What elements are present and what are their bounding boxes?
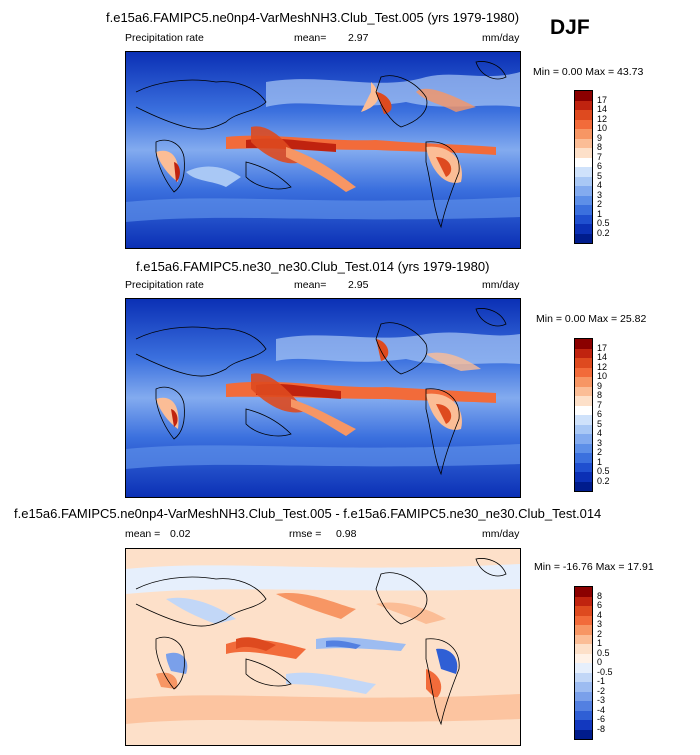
cbar2-label: 14 xyxy=(597,352,608,362)
panel3-map xyxy=(125,548,521,746)
cbar3-label: -8 xyxy=(597,724,606,734)
cbar2-label: 3 xyxy=(597,438,603,448)
panel2-units: mm/day xyxy=(482,279,520,291)
cbar3-label: -4 xyxy=(597,705,606,715)
panel3-rmse-label: rmse = xyxy=(289,528,322,540)
panel1-mean-label: mean= xyxy=(294,32,327,44)
cbar3-label: 0 xyxy=(597,657,603,667)
panel1-range: Min = 0.00 Max = 43.73 xyxy=(533,66,644,78)
cbar1-label: 5 xyxy=(597,171,603,181)
panel1-colorbar xyxy=(574,90,593,244)
panel2-mean-label: mean= xyxy=(294,279,327,291)
cbar1-label: 2 xyxy=(597,199,603,209)
cbar3-label: 4 xyxy=(597,610,603,620)
cbar1-label: 14 xyxy=(597,104,608,114)
cbar2-label: 9 xyxy=(597,381,603,391)
cbar1-label: 0.5 xyxy=(597,218,610,228)
cbar2-label: 10 xyxy=(597,371,608,381)
panel1-variable: Precipitation rate xyxy=(125,32,204,44)
cbar2-label: 5 xyxy=(597,419,603,429)
cbar2-label: 12 xyxy=(597,362,608,372)
cbar2-label: 0.2 xyxy=(597,476,610,486)
panel1-title: f.e15a6.FAMIPC5.ne0np4-VarMeshNH3.Club_T… xyxy=(106,10,520,25)
cbar1-label: 17 xyxy=(597,95,608,105)
panel2-mean-value: 2.95 xyxy=(348,279,369,291)
panel3-rmse-value: 0.98 xyxy=(336,528,357,540)
cbar1-label: 4 xyxy=(597,180,603,190)
cbar3-label: 1 xyxy=(597,638,603,648)
cbar3-label: 3 xyxy=(597,619,603,629)
cbar1-label: 6 xyxy=(597,161,603,171)
panel3-mean-value: 0.02 xyxy=(170,528,191,540)
cbar2-label: 2 xyxy=(597,447,603,457)
cbar3-label: 0.5 xyxy=(597,648,610,658)
cbar2-label: 4 xyxy=(597,428,603,438)
cbar1-label: 10 xyxy=(597,123,608,133)
cbar3-label: -2 xyxy=(597,686,606,696)
panel3-units: mm/day xyxy=(482,528,520,540)
panel1-map-plot xyxy=(126,52,520,248)
panel1-units: mm/day xyxy=(482,32,520,44)
season-label: DJF xyxy=(550,16,590,39)
cbar2-label: 0.5 xyxy=(597,466,610,476)
cbar1-label: 0.2 xyxy=(597,228,610,238)
panel3-map-plot xyxy=(126,549,520,745)
cbar3-label: -3 xyxy=(597,695,606,705)
panel2-map xyxy=(125,298,521,498)
cbar1-label: 1 xyxy=(597,209,603,219)
cbar3-label: -0.5 xyxy=(597,667,613,677)
cbar2-label: 17 xyxy=(597,343,608,353)
cbar2-label: 8 xyxy=(597,390,603,400)
panel3-range: Min = -16.76 Max = 17.91 xyxy=(534,561,654,573)
panel2-variable: Precipitation rate xyxy=(125,279,204,291)
panel1-map xyxy=(125,51,521,249)
cbar2-label: 1 xyxy=(597,457,603,467)
cbar3-label: 6 xyxy=(597,600,603,610)
cbar2-label: 6 xyxy=(597,409,603,419)
cbar1-label: 9 xyxy=(597,133,603,143)
panel2-range: Min = 0.00 Max = 25.82 xyxy=(536,313,647,325)
cbar2-label: 7 xyxy=(597,400,603,410)
cbar3-label: 8 xyxy=(597,591,603,601)
panel2-colorbar xyxy=(574,338,593,492)
cbar1-label: 7 xyxy=(597,152,603,162)
cbar3-label: -6 xyxy=(597,714,606,724)
cbar1-label: 3 xyxy=(597,190,603,200)
panel2-title: f.e15a6.FAMIPC5.ne30_ne30.Club_Test.014 … xyxy=(136,259,490,274)
panel3-mean-label: mean = xyxy=(125,528,161,540)
panel2-map-plot xyxy=(126,299,520,497)
panel1-mean-value: 2.97 xyxy=(348,32,369,44)
cbar3-label: -1 xyxy=(597,676,606,686)
panel3-title: f.e15a6.FAMIPC5.ne0np4-VarMeshNH3.Club_T… xyxy=(14,506,602,521)
cbar3-label: 2 xyxy=(597,629,603,639)
cbar1-label: 8 xyxy=(597,142,603,152)
cbar1-label: 12 xyxy=(597,114,608,124)
panel3-colorbar xyxy=(574,586,593,740)
